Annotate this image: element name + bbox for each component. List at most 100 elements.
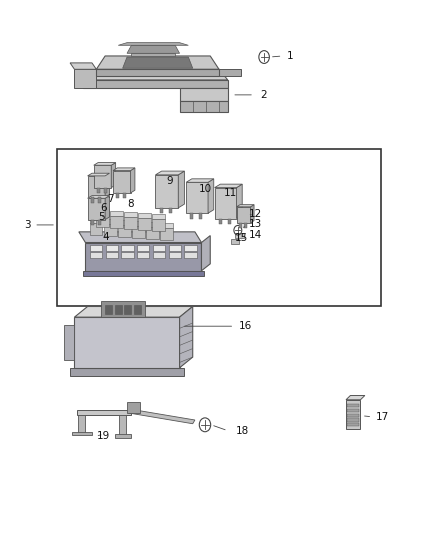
Bar (134, 305, 141, 314)
Polygon shape (138, 218, 151, 230)
Polygon shape (137, 252, 149, 258)
Polygon shape (138, 213, 151, 218)
Text: 5: 5 (99, 213, 105, 222)
Polygon shape (88, 198, 105, 220)
Polygon shape (137, 245, 149, 251)
Polygon shape (72, 432, 92, 435)
Text: 4: 4 (103, 232, 110, 242)
Polygon shape (94, 165, 111, 188)
Polygon shape (104, 224, 117, 236)
Bar (347, 409, 359, 412)
Text: 16: 16 (239, 321, 252, 331)
Polygon shape (124, 217, 137, 229)
Bar (231, 239, 239, 244)
Polygon shape (155, 175, 178, 208)
Polygon shape (180, 101, 228, 112)
Polygon shape (132, 221, 145, 226)
Polygon shape (118, 220, 131, 225)
Bar (347, 404, 359, 407)
Polygon shape (121, 245, 134, 251)
Text: 9: 9 (166, 176, 173, 186)
Polygon shape (160, 223, 173, 228)
Polygon shape (79, 232, 201, 243)
Bar (124, 305, 131, 314)
Polygon shape (169, 252, 181, 258)
Polygon shape (184, 252, 197, 258)
Polygon shape (237, 184, 242, 219)
Polygon shape (184, 245, 197, 251)
Text: 15: 15 (234, 233, 247, 243)
Polygon shape (70, 368, 184, 376)
Bar (190, 213, 194, 219)
Bar (98, 220, 101, 225)
Polygon shape (180, 340, 193, 345)
Polygon shape (152, 214, 165, 219)
Text: 13: 13 (248, 219, 261, 229)
Text: 2: 2 (261, 90, 267, 100)
Polygon shape (180, 323, 193, 328)
Bar (98, 197, 101, 203)
Polygon shape (152, 219, 165, 231)
Polygon shape (131, 53, 175, 56)
Bar (228, 219, 230, 224)
Polygon shape (153, 252, 165, 258)
Text: 17: 17 (376, 412, 389, 422)
Text: 1: 1 (287, 51, 293, 61)
Polygon shape (119, 415, 126, 437)
Polygon shape (201, 236, 210, 271)
Text: 10: 10 (199, 184, 212, 194)
Polygon shape (118, 225, 131, 237)
Polygon shape (180, 349, 193, 354)
Bar (239, 223, 242, 228)
Polygon shape (106, 245, 118, 251)
Polygon shape (146, 227, 159, 239)
Bar (347, 423, 359, 426)
Polygon shape (96, 215, 109, 227)
Text: 11: 11 (223, 188, 237, 198)
Polygon shape (110, 216, 123, 228)
Polygon shape (131, 168, 135, 193)
Polygon shape (346, 395, 365, 400)
Polygon shape (94, 163, 116, 165)
Polygon shape (90, 245, 102, 251)
Polygon shape (215, 188, 237, 219)
Polygon shape (180, 332, 193, 337)
Polygon shape (83, 80, 228, 88)
Polygon shape (186, 179, 214, 182)
Polygon shape (346, 400, 360, 429)
Bar (127, 402, 140, 413)
Polygon shape (180, 357, 193, 362)
Polygon shape (180, 88, 228, 101)
Polygon shape (74, 69, 96, 88)
Bar (97, 188, 100, 193)
Polygon shape (153, 245, 165, 251)
Text: 14: 14 (248, 230, 261, 239)
Polygon shape (83, 69, 228, 80)
Bar (105, 305, 112, 314)
Polygon shape (90, 252, 102, 258)
Bar (169, 208, 172, 213)
Bar (91, 220, 94, 225)
Polygon shape (105, 196, 110, 220)
Polygon shape (111, 163, 116, 188)
Polygon shape (78, 415, 85, 434)
Polygon shape (90, 223, 102, 235)
Text: 7: 7 (107, 194, 114, 204)
Polygon shape (237, 205, 254, 207)
Text: 8: 8 (127, 199, 134, 209)
Polygon shape (132, 226, 145, 238)
Polygon shape (186, 182, 208, 213)
Polygon shape (77, 410, 131, 415)
Polygon shape (146, 222, 159, 227)
Bar (160, 208, 163, 213)
Polygon shape (70, 63, 96, 69)
Polygon shape (88, 196, 110, 198)
Polygon shape (101, 301, 145, 317)
Polygon shape (129, 409, 195, 424)
Polygon shape (104, 219, 117, 224)
Bar (347, 418, 359, 422)
Polygon shape (118, 43, 188, 45)
Polygon shape (155, 171, 184, 175)
Polygon shape (74, 306, 193, 317)
Bar (199, 213, 202, 219)
